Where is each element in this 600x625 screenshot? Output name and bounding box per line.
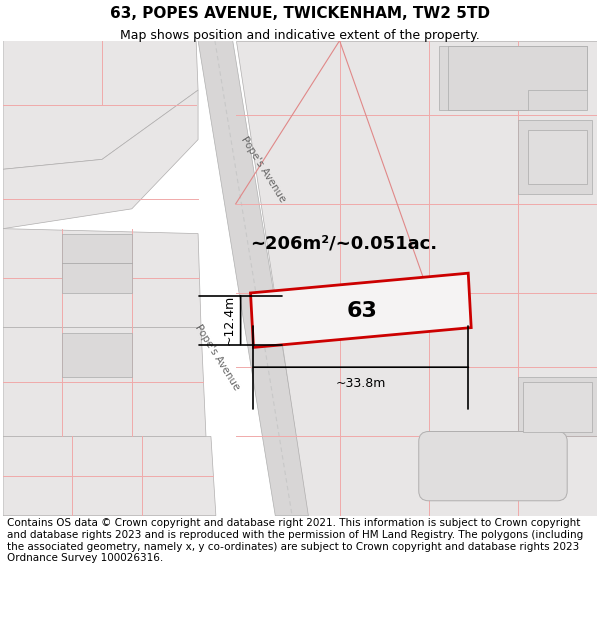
Polygon shape — [518, 120, 592, 194]
Polygon shape — [3, 41, 198, 169]
Polygon shape — [62, 332, 132, 377]
Text: ~33.8m: ~33.8m — [335, 376, 386, 389]
Text: Pope's Avenue: Pope's Avenue — [193, 322, 241, 392]
Polygon shape — [523, 382, 592, 431]
Polygon shape — [3, 436, 216, 516]
Polygon shape — [3, 229, 201, 328]
Polygon shape — [3, 90, 198, 229]
Text: ~12.4m: ~12.4m — [223, 295, 236, 345]
Text: Pope's Avenue: Pope's Avenue — [239, 134, 287, 204]
Text: ~206m²/~0.051ac.: ~206m²/~0.051ac. — [251, 234, 437, 253]
Text: 63: 63 — [347, 301, 378, 321]
Polygon shape — [527, 129, 587, 184]
Polygon shape — [251, 273, 471, 348]
Polygon shape — [62, 234, 132, 293]
Polygon shape — [236, 41, 597, 516]
Polygon shape — [3, 328, 206, 436]
Polygon shape — [448, 46, 587, 110]
FancyBboxPatch shape — [419, 431, 567, 501]
Polygon shape — [198, 41, 310, 516]
Text: Contains OS data © Crown copyright and database right 2021. This information is : Contains OS data © Crown copyright and d… — [7, 518, 583, 563]
Text: Map shows position and indicative extent of the property.: Map shows position and indicative extent… — [120, 29, 480, 42]
Text: 63, POPES AVENUE, TWICKENHAM, TW2 5TD: 63, POPES AVENUE, TWICKENHAM, TW2 5TD — [110, 6, 490, 21]
Polygon shape — [518, 377, 597, 436]
Polygon shape — [439, 46, 587, 110]
